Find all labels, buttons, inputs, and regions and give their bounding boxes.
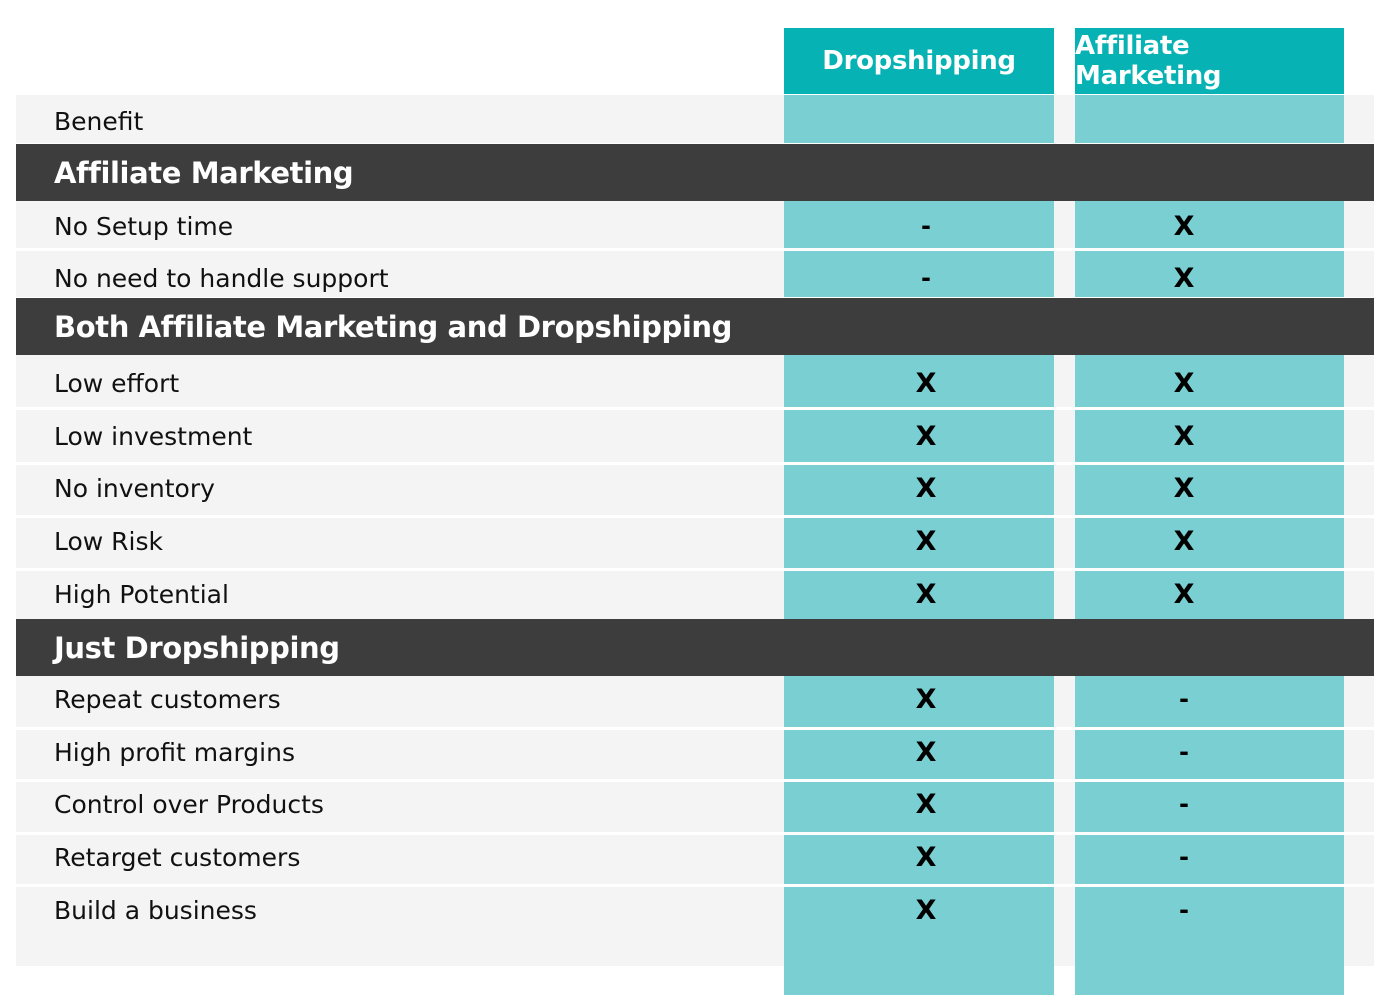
affiliate-column-bg [1075,95,1344,143]
dropshipping-mark: X [915,420,937,452]
affiliate-mark: X [1173,578,1195,610]
affiliate-mark: - [1179,685,1189,713]
affiliate-mark: - [1179,738,1189,766]
row-separator [16,462,1374,465]
row-label: Build a business [54,895,257,925]
row-label: Low Risk [54,526,163,556]
row-separator [16,407,1374,410]
row-separator [16,727,1374,730]
dropshipping-mark: X [915,736,937,768]
row-label: No inventory [54,473,215,503]
dropshipping-mark: X [915,841,937,873]
row-label: Low effort [54,368,180,398]
row-label: Control over Products [54,789,324,819]
affiliate-column-bg [1075,355,1344,620]
affiliate-mark: X [1173,262,1195,294]
affiliate-mark: - [1179,790,1189,818]
affiliate-mark: X [1173,210,1195,242]
dropshipping-column-bg [784,355,1054,620]
row-label: Low investment [54,421,253,451]
dropshipping-mark: - [921,212,931,240]
dropshipping-mark: X [915,367,937,399]
row-separator [16,248,1374,251]
dropshipping-mark: X [915,894,937,926]
row-separator [16,832,1374,835]
dropshipping-mark: - [921,264,931,292]
affiliate-mark: X [1173,472,1195,504]
row-label: No Setup time [54,211,234,241]
column-header-dropshipping: Dropshipping [784,28,1054,94]
row-separator [16,568,1374,571]
dropshipping-mark: X [915,683,937,715]
row-label: Repeat customers [54,684,281,714]
affiliate-mark: X [1173,420,1195,452]
section-header-both: Both Affiliate Marketing and Dropshippin… [16,298,1374,355]
row-label: High Potential [54,579,229,609]
column-header-affiliate-marketing: Affiliate Marketing [1075,28,1344,94]
row-label: No need to handle support [54,263,389,293]
dropshipping-column-bg [784,95,1054,143]
affiliate-mark: - [1179,843,1189,871]
affiliate-mark: X [1173,367,1195,399]
row-label: Retarget customers [54,842,301,872]
dropshipping-mark: X [915,525,937,557]
section-header-affiliate-marketing: Affiliate Marketing [16,144,1374,201]
benefit-header-label: Benefit [54,106,144,136]
dropshipping-mark: X [915,472,937,504]
row-separator [16,515,1374,518]
dropshipping-mark: X [915,578,937,610]
row-separator [16,779,1374,782]
row-label: High profit margins [54,737,295,767]
dropshipping-mark: X [915,788,937,820]
affiliate-mark: X [1173,525,1195,557]
affiliate-mark: - [1179,896,1189,924]
section-header-just-dropshipping: Just Dropshipping [16,619,1374,676]
row-separator [16,884,1374,887]
